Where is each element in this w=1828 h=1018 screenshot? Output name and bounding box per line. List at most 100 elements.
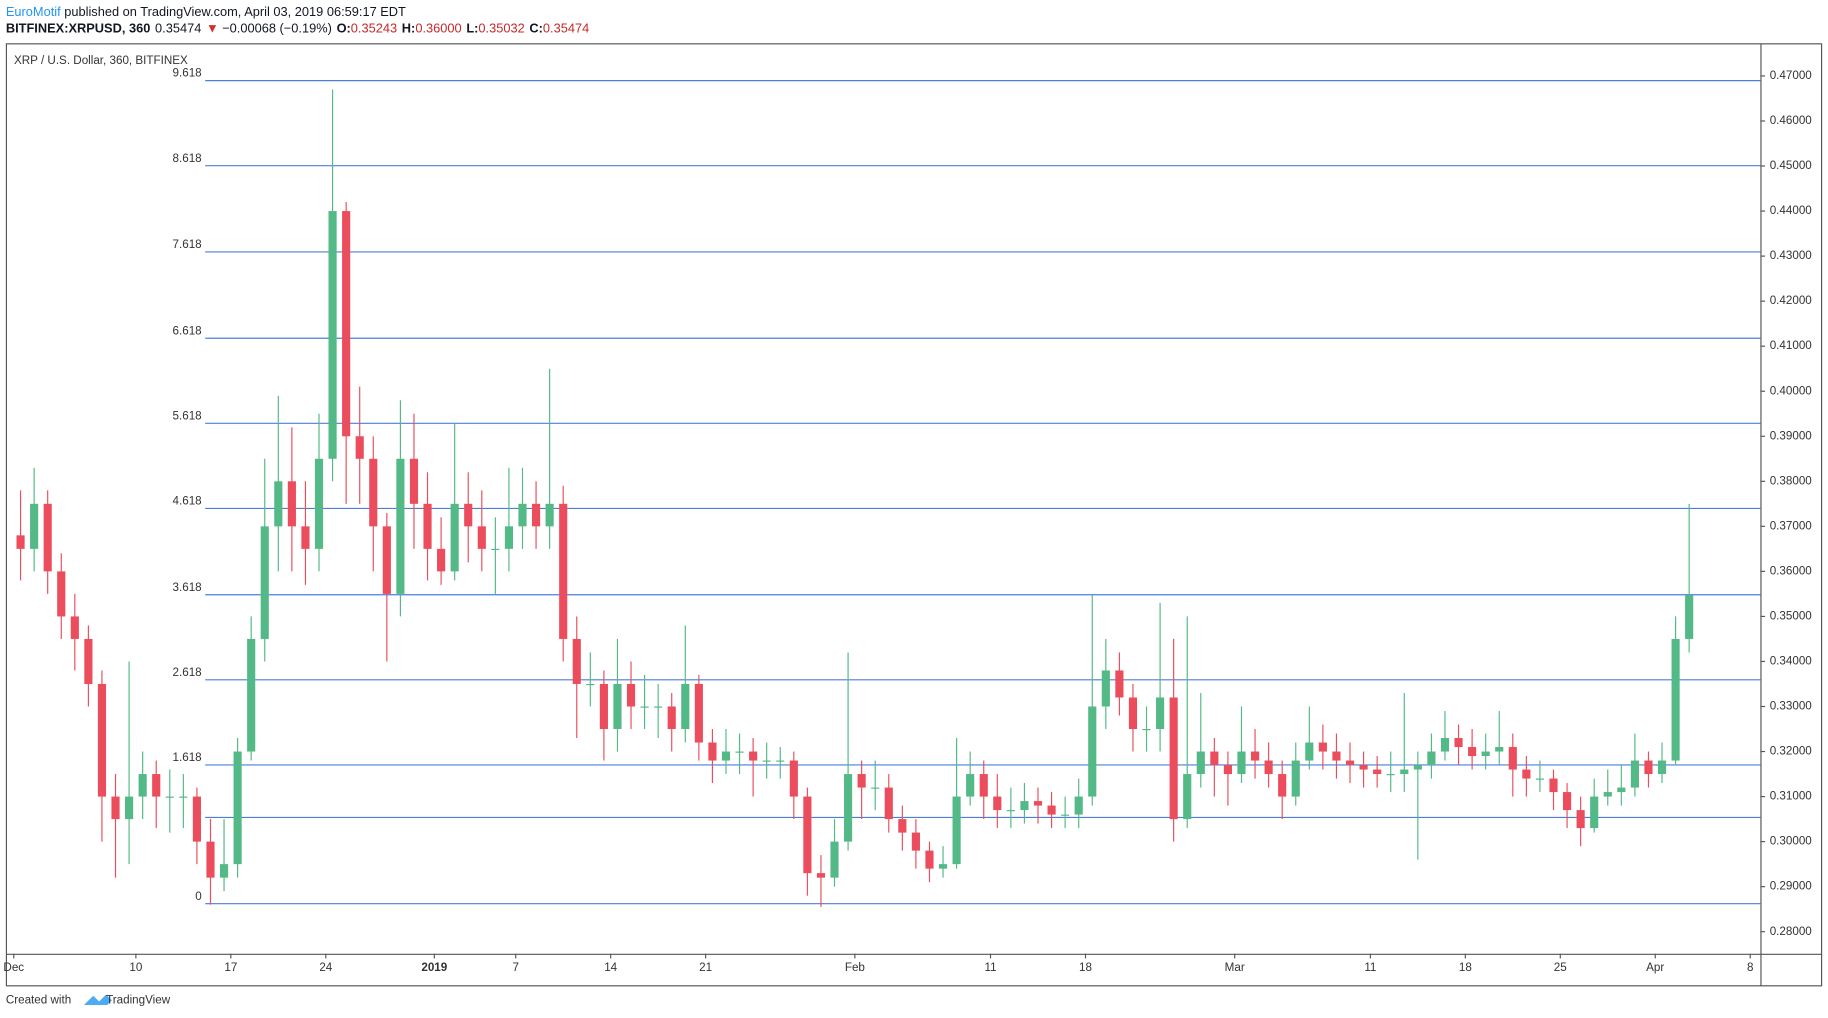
x-tick-label: 14 xyxy=(604,961,617,974)
candle-body xyxy=(260,526,269,639)
candle-body xyxy=(382,526,391,594)
fib-level-label: 4.618 xyxy=(173,495,202,508)
symbol: BITFINEX:XRPUSD, 360 xyxy=(6,21,151,36)
candle-body xyxy=(1006,810,1015,812)
candle-body xyxy=(423,503,432,549)
x-tick-label: 18 xyxy=(1079,961,1092,974)
candle-body xyxy=(531,503,541,527)
candle-body xyxy=(1644,760,1653,775)
candle-body xyxy=(138,774,147,797)
candle-body xyxy=(1413,765,1422,770)
candle-body xyxy=(57,571,66,617)
candle-body xyxy=(97,683,107,797)
change-arrow: ▼ xyxy=(206,21,219,36)
candle-body xyxy=(504,526,514,549)
candle-body xyxy=(1657,760,1667,775)
x-tick-label: 10 xyxy=(129,961,142,974)
candle-body xyxy=(559,503,568,639)
y-tick-label: 0.47000 xyxy=(1770,69,1813,82)
fib-level-label: 3.618 xyxy=(173,581,202,594)
fib-level-label: 6.618 xyxy=(173,324,202,337)
candle-body xyxy=(274,481,283,527)
candle-body xyxy=(1264,760,1273,775)
y-tick-label: 0.45000 xyxy=(1770,159,1813,172)
candle-body xyxy=(1590,796,1599,829)
candle-body xyxy=(192,796,201,842)
x-tick-label: Feb xyxy=(845,961,865,974)
x-tick-label: 18 xyxy=(1459,961,1472,974)
candle-body xyxy=(491,548,500,551)
candle-body xyxy=(735,751,744,753)
y-tick-label: 0.44000 xyxy=(1770,204,1813,217)
y-tick-label: 0.39000 xyxy=(1770,429,1813,442)
candle-body xyxy=(667,706,676,730)
candle-body xyxy=(1562,792,1572,811)
candle-body xyxy=(1522,769,1531,779)
published: published on TradingView.com, April 03, … xyxy=(61,4,406,19)
candle-body xyxy=(165,796,174,798)
candle-body xyxy=(762,760,771,762)
candle-body xyxy=(43,503,52,572)
candle-body xyxy=(1305,742,1314,761)
candle-body xyxy=(830,841,839,878)
candle-body xyxy=(1332,751,1341,761)
candle-body xyxy=(1468,747,1477,757)
candle-body xyxy=(1061,814,1070,816)
footer-created: Created with xyxy=(6,993,71,1006)
candle-body xyxy=(1020,801,1029,811)
candle-body xyxy=(1617,787,1626,793)
candle-body xyxy=(911,832,920,851)
candle-body xyxy=(1223,765,1232,775)
candle-body xyxy=(816,873,826,878)
candle-body xyxy=(1278,774,1287,797)
candle-body xyxy=(111,796,120,820)
candle-body xyxy=(1115,670,1124,698)
legend: XRP / U.S. Dollar, 360, BITFINEX xyxy=(14,54,188,67)
candle-body xyxy=(857,774,866,788)
candle-body xyxy=(708,742,717,761)
candle-body xyxy=(396,458,405,594)
candle-body xyxy=(477,526,486,549)
candle-body xyxy=(1373,769,1382,775)
candle-body xyxy=(1033,801,1043,806)
header-line: EuroMotif published on TradingView.com, … xyxy=(6,4,406,19)
candle-body xyxy=(884,787,893,820)
candle-body xyxy=(206,841,215,878)
fib-level-label: 0 xyxy=(195,890,202,903)
footer-brand[interactable]: TradingView xyxy=(106,993,171,1006)
candle-body xyxy=(1535,778,1545,780)
candle-body xyxy=(721,751,731,761)
candle-body xyxy=(1495,747,1504,752)
candle-body xyxy=(1128,697,1138,730)
fib-level-label: 5.618 xyxy=(173,409,202,422)
x-tick-label: 11 xyxy=(1364,961,1376,974)
y-tick-label: 0.33000 xyxy=(1770,700,1813,713)
candle-body xyxy=(342,211,351,437)
y-tick-label: 0.34000 xyxy=(1770,655,1813,668)
candle-body xyxy=(355,436,364,459)
author-link[interactable]: EuroMotif xyxy=(6,4,61,19)
x-tick-label: Dec xyxy=(3,961,24,974)
y-tick-label: 0.37000 xyxy=(1770,519,1813,532)
quote-value: 0.35474 xyxy=(543,21,589,36)
candle-body xyxy=(789,760,798,797)
candle-body xyxy=(450,503,459,572)
candle-body xyxy=(1142,729,1151,731)
y-tick-label: 0.41000 xyxy=(1770,339,1813,352)
candle-body xyxy=(694,683,703,743)
candle-body xyxy=(1183,774,1192,820)
fib-level-label: 8.618 xyxy=(173,152,202,165)
candle-body xyxy=(1549,778,1558,793)
x-tick-label: Apr xyxy=(1646,961,1664,974)
quote-value: 0.36000 xyxy=(415,21,461,36)
candle-body xyxy=(1576,810,1585,829)
candle-body xyxy=(803,796,812,874)
candle-body xyxy=(1685,595,1694,639)
candle-body xyxy=(898,819,907,833)
candle-body xyxy=(70,616,79,639)
candle-body xyxy=(125,796,134,820)
candle-body xyxy=(925,850,934,869)
y-tick-label: 0.29000 xyxy=(1770,880,1813,893)
candle-body xyxy=(84,638,93,684)
